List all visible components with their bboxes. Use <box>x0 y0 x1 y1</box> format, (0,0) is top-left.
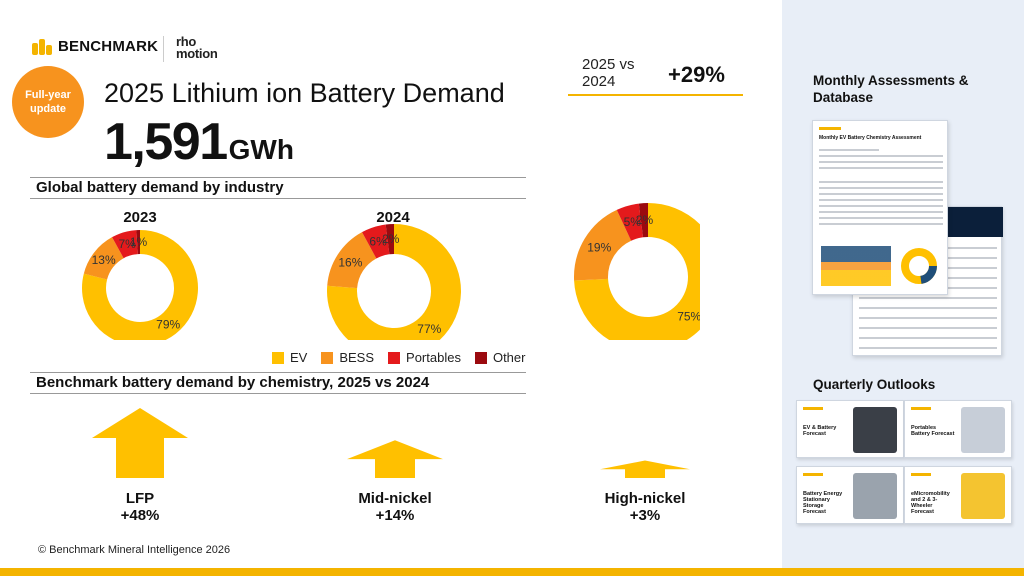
donut-2023-slice-bess <box>83 237 125 281</box>
thumb-logo <box>911 473 931 476</box>
chem-value-lfp: +48% <box>120 507 160 524</box>
quarterly-title: Quarterly Outlooks <box>813 377 936 392</box>
arrow-lfp <box>92 408 188 478</box>
total-demand-unit: GWh <box>228 134 294 165</box>
monthly-assessment-preview: Monthly EV Battery Chemistry Assessment <box>812 120 948 295</box>
chemistry-growth-arrows <box>92 408 690 478</box>
year-label-2024: 2024 <box>376 209 410 226</box>
donut-2024-slice-bess <box>327 232 378 289</box>
total-demand: 1,591GWh <box>104 114 294 178</box>
chem-name-lfp: LFP <box>125 490 155 507</box>
legend-item-bess: BESS <box>321 350 374 365</box>
storage-image <box>853 473 897 519</box>
donut-2024-label-portables: 6% <box>369 234 387 248</box>
monthly-doc-title: Monthly EV Battery Chemistry Assessment <box>819 135 922 141</box>
thumb-logo <box>803 407 823 410</box>
legend-swatch-other <box>474 351 487 364</box>
chem-lfp: LFP +48% <box>90 490 190 524</box>
legend-swatch-ev <box>272 351 284 364</box>
thumb-logo <box>803 473 823 476</box>
arrow-mid-nickel <box>347 440 443 478</box>
doc-area-chart <box>821 246 891 286</box>
donut-2024-slice-portables <box>362 224 391 259</box>
donut-2023-slice-portables <box>112 230 139 259</box>
doc-logo <box>819 127 841 130</box>
quarterly-thumb-portables-title: Portables Battery Forecast <box>911 425 955 437</box>
donut-2025-label-bess: 19% <box>587 240 611 254</box>
legend-item-portables: Portables <box>388 350 461 365</box>
donut-2023-label-bess: 13% <box>92 253 116 267</box>
yoy-underline <box>568 94 743 96</box>
full-year-badge: Full-year update <box>12 66 84 138</box>
chem-value-mid-nickel: +14% <box>375 507 415 524</box>
logo-divider <box>163 36 164 62</box>
donut-2025-slice-ev <box>574 203 700 340</box>
benchmark-logo: BENCHMARK <box>32 38 158 55</box>
legend-label-ev: EV <box>290 350 308 365</box>
donut-2023-label-other: 1% <box>130 235 148 249</box>
page-title: 2025 Lithium ion Battery Demand <box>104 78 505 108</box>
chem-name-high-nickel: High-nickel <box>604 490 686 507</box>
partner-logo: rho motion <box>176 34 218 61</box>
donut-2024-slice-ev <box>327 224 461 340</box>
chem-value-high-nickel: +3% <box>629 507 661 524</box>
donut-2023-slice-ev <box>82 230 198 340</box>
doc-mini-donut <box>901 248 937 284</box>
car-image <box>853 407 897 453</box>
industry-legend: EV BESS Portables Other <box>272 350 525 365</box>
copyright: © Benchmark Mineral Intelligence 2026 <box>38 544 231 556</box>
scooter-image <box>961 473 1005 519</box>
benchmark-logo-icon <box>32 38 52 55</box>
chem-mid-nickel: Mid-nickel +14% <box>340 490 450 524</box>
quarterly-thumb-bess-title: Battery Energy Stationary Storage Foreca… <box>803 491 843 515</box>
legend-label-bess: BESS <box>339 350 375 365</box>
total-demand-value: 1,591 <box>104 113 228 171</box>
chem-name-mid-nickel: Mid-nickel <box>358 490 432 507</box>
right-panel: Monthly Assessments & Database Monthly E… <box>782 0 1024 568</box>
legend-swatch-bess <box>321 351 334 364</box>
donut-2025-label-ev: 75% <box>677 309 700 323</box>
quarterly-thumb-portables[interactable]: Portables Battery Forecast <box>904 400 1012 458</box>
quarterly-thumb-micromobility[interactable]: eMicromobility and 2 & 3-Wheeler Forecas… <box>904 466 1012 524</box>
quarterly-thumb-ev-title: EV & Battery Forecast <box>803 425 837 437</box>
yoy-value: +29% <box>668 62 725 87</box>
donut-2024-label-bess: 16% <box>338 256 362 270</box>
brand-name: BENCHMARK <box>58 38 159 55</box>
quarterly-thumb-micromobility-title: eMicromobility and 2 & 3-Wheeler Forecas… <box>911 491 950 515</box>
thumb-logo <box>911 407 931 410</box>
legend-swatch-portables <box>388 351 401 364</box>
legend-item-other: Other <box>474 350 526 365</box>
quarterly-thumb-bess[interactable]: Battery Energy Stationary Storage Foreca… <box>796 466 904 524</box>
devices-image <box>961 407 1005 453</box>
monthly-title: Monthly Assessments & Database <box>813 73 969 105</box>
donut-2023-label-ev: 79% <box>156 317 180 331</box>
chem-high-nickel: High-nickel +3% <box>590 490 700 524</box>
arrow-high-nickel <box>600 460 690 478</box>
year-label-2023: 2023 <box>123 209 157 226</box>
bottom-accent-bar <box>0 568 1024 576</box>
yoy-label: 2025 vs 2024 <box>582 56 635 90</box>
legend-item-ev: EV <box>272 350 307 365</box>
donut-2025-slice-bess <box>574 209 632 281</box>
legend-label-portables: Portables <box>406 350 461 365</box>
donut-2023-label-portables: 7% <box>118 237 136 251</box>
donut-2024-label-other: 2% <box>382 232 400 246</box>
section-chemistry-heading: Benchmark battery demand by chemistry, 2… <box>30 372 526 394</box>
section-industry-heading: Global battery demand by industry <box>30 177 526 199</box>
legend-label-other: Other <box>492 350 526 365</box>
quarterly-thumb-ev[interactable]: EV & Battery Forecast <box>796 400 904 458</box>
year-label-2025: 2025 <box>630 209 664 226</box>
donut-2024-label-ev: 77% <box>417 322 441 336</box>
